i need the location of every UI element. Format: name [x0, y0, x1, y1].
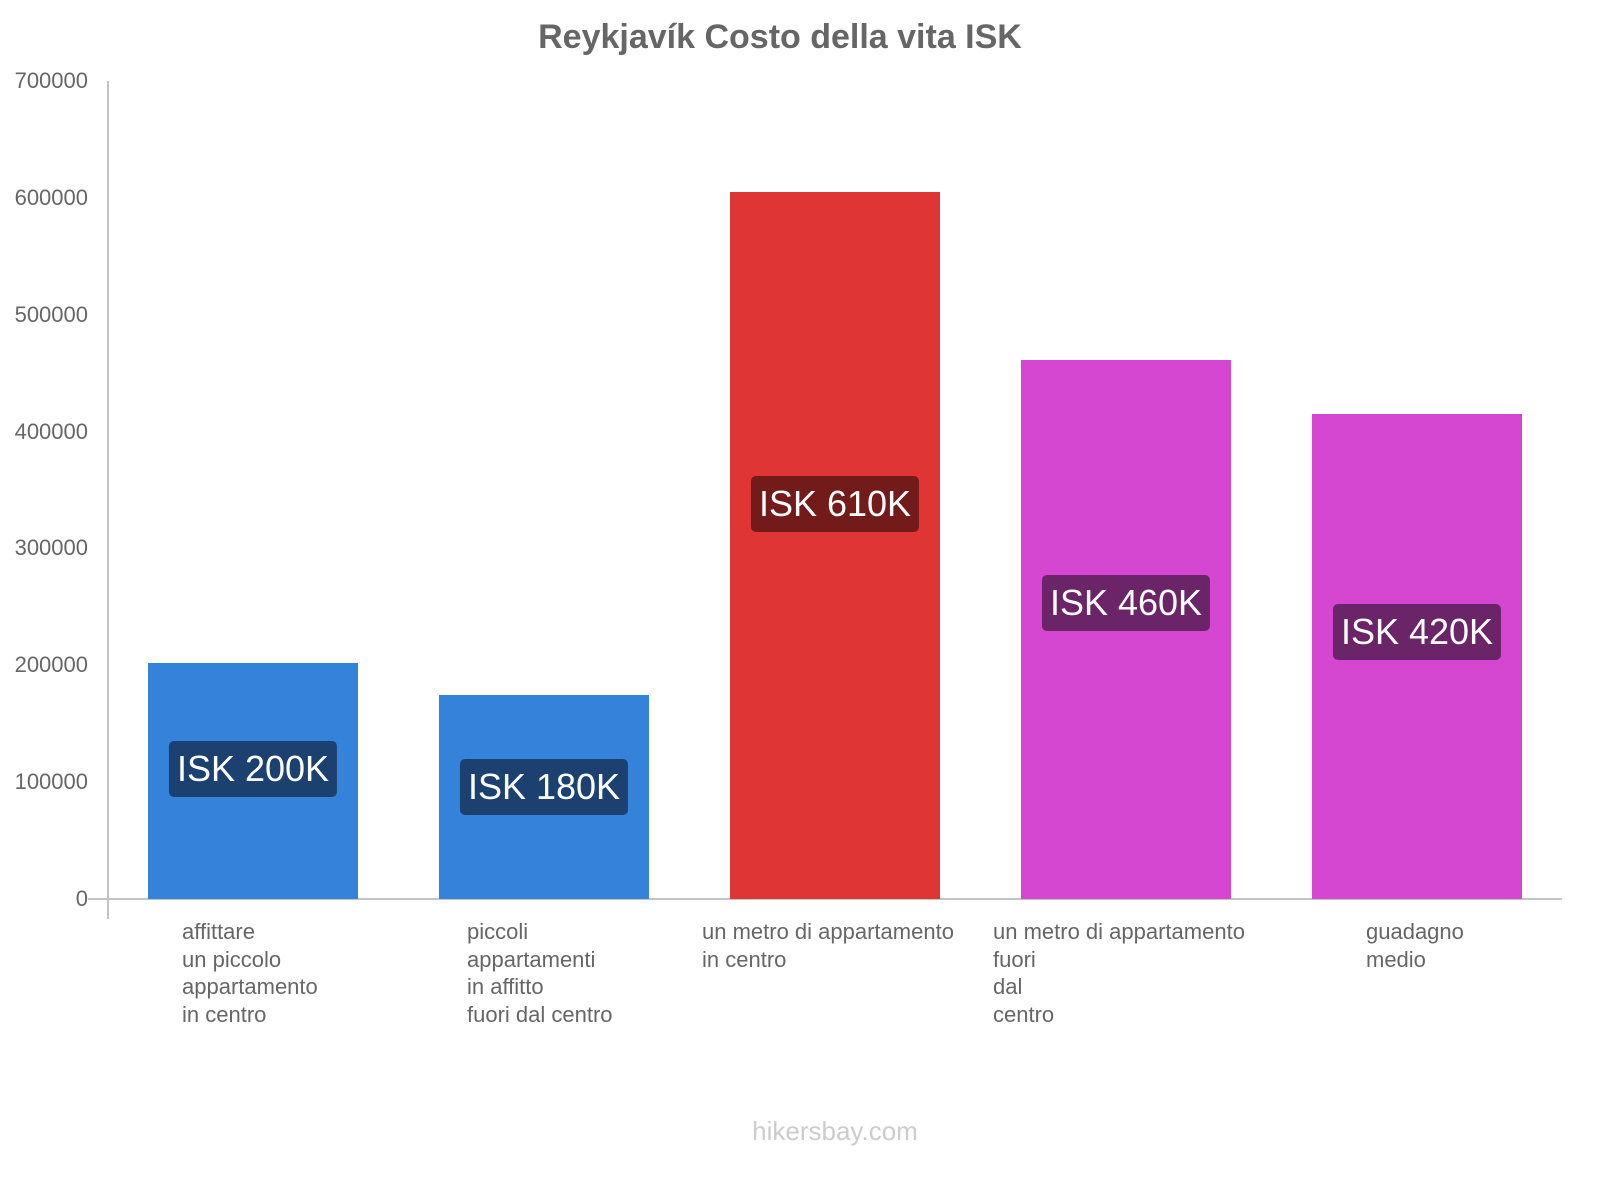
bar-value-label: ISK 200K [168, 741, 338, 798]
y-tick-label: 100000 [14, 769, 88, 795]
x-category-label-line: guadagno [1366, 919, 1464, 944]
x-category-label-line: in centro [182, 1001, 267, 1027]
x-category-label-line: piccoli [467, 919, 529, 944]
bar-value-label: ISK 420K [1332, 604, 1502, 661]
x-category-label-line: in affitto [467, 974, 544, 999]
y-tick-label: 0 [75, 886, 88, 911]
x-category-label-line: dal [993, 974, 1023, 999]
x-category-label: un metro di appartamento in centro [702, 918, 954, 973]
bar-value-label: ISK 180K [459, 758, 629, 815]
x-category-label-line: appartamenti [467, 946, 596, 972]
x-category-label-line: medio [1366, 946, 1426, 972]
x-category-label-line: in centro [702, 946, 787, 972]
x-axis-line [88, 898, 1562, 900]
bar [730, 192, 940, 899]
y-tick-label: 200000 [14, 652, 88, 678]
x-category-label-line: appartamento [182, 974, 318, 999]
watermark-footer: hikersbay.com [752, 1116, 918, 1146]
y-tick-label: 500000 [14, 301, 88, 327]
x-category-label: piccoli appartamenti in affitto fuori dal c… [467, 918, 613, 1028]
chart-title: Reykjavík Costo della vita ISK [538, 18, 1022, 56]
y-axis-line [107, 81, 109, 919]
x-category-label: affittare un piccolo appartamento in centro [182, 918, 318, 1028]
y-tick-label: 400000 [14, 418, 88, 444]
y-tick-label: 300000 [14, 535, 88, 561]
x-category-label-line: un piccolo [182, 946, 282, 972]
x-category-label: guadagno medio [1366, 918, 1464, 973]
x-category-label-line: un metro di appartamento [993, 919, 1245, 944]
x-category-label-line: fuori dal centro [467, 1001, 613, 1027]
x-category-label: un metro di appartamento fuori dal centro [993, 918, 1245, 1028]
x-category-label-line: centro [993, 1001, 1055, 1027]
bar-value-label: ISK 460K [1041, 574, 1211, 631]
y-tick-label: 700000 [14, 68, 88, 93]
x-category-label-line: fuori [993, 946, 1036, 972]
x-category-label-line: un metro di appartamento [702, 919, 954, 944]
y-tick-label: 600000 [14, 184, 88, 210]
x-category-label-line: affittare [182, 919, 255, 944]
bar-value-label: ISK 610K [750, 476, 920, 533]
